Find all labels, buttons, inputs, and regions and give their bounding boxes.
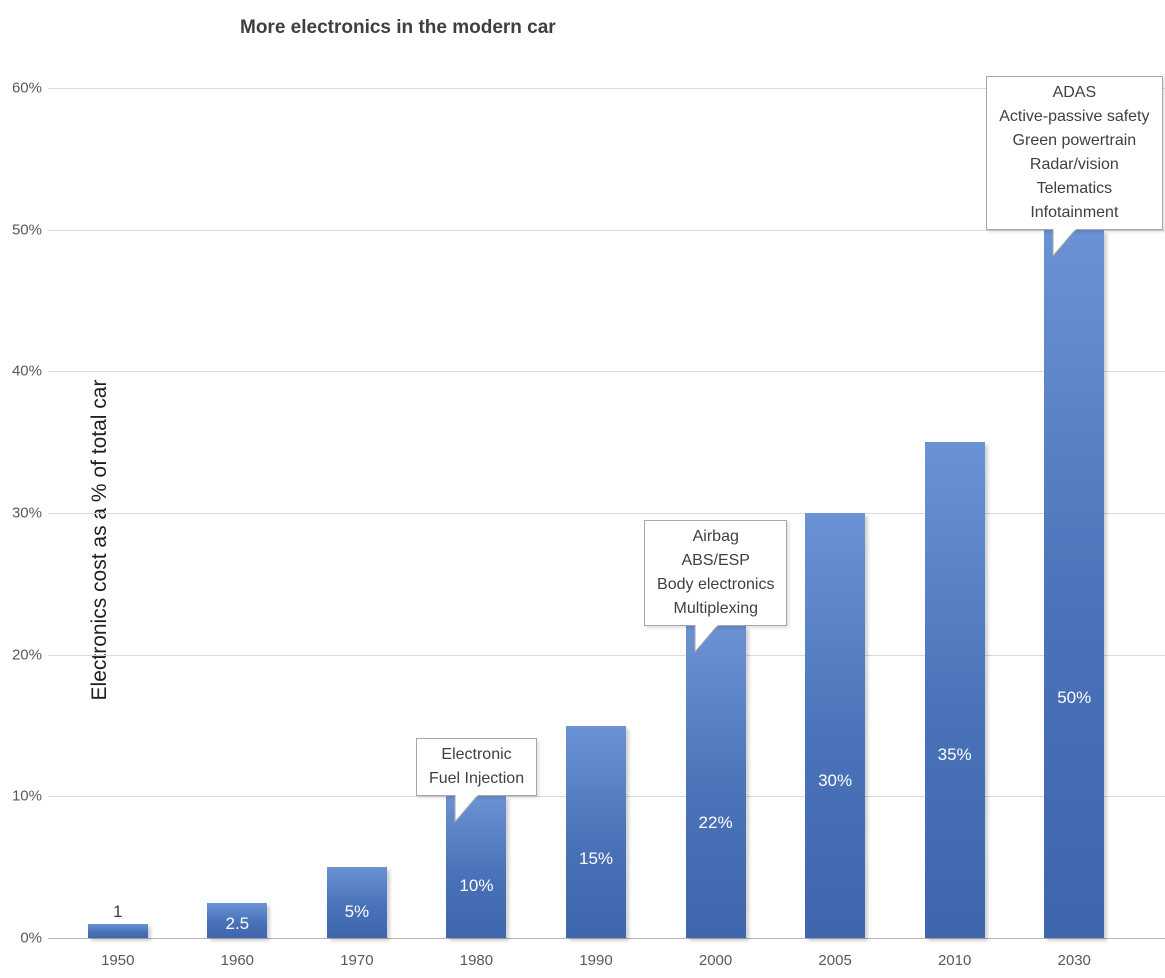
- annotation-line: Electronic: [441, 746, 512, 764]
- annotation-line: Infotainment: [1030, 203, 1119, 221]
- annotation-line: Green powertrain: [1012, 131, 1137, 149]
- gridline: [48, 513, 1165, 514]
- annotation-line: Airbag: [692, 528, 739, 546]
- annotation-line: Radar/vision: [1029, 155, 1119, 173]
- y-axis-title: Electronics cost as a % of total car: [88, 379, 111, 701]
- callout-pointer: [454, 794, 480, 830]
- x-tick-label: 1950: [101, 952, 135, 969]
- bar-1950: [87, 923, 148, 938]
- x-tick-label: 2030: [1057, 952, 1091, 969]
- annotation-line: Multiplexing: [673, 600, 758, 618]
- annotation-line: Fuel Injection: [428, 770, 525, 788]
- callout-pointer: [1052, 228, 1078, 264]
- x-tick-label: 2000: [698, 952, 733, 969]
- bar-value-label: 35%: [937, 744, 972, 764]
- y-tick-label: 20%: [11, 646, 42, 664]
- x-tick-label: 1980: [459, 952, 494, 969]
- y-tick-label: 40%: [11, 362, 42, 380]
- annotation-callout: Airbag ABS/ESP Body electronics Multiplexin…: [644, 520, 788, 627]
- bar-value-label: 1: [113, 901, 123, 921]
- bar-value-label: 22%: [698, 812, 733, 832]
- bar-value-label: 10%: [459, 875, 494, 895]
- x-tick-label: 1990: [579, 952, 613, 969]
- bar-value-label: 50%: [1057, 688, 1092, 707]
- x-tick-label: 1960: [220, 952, 255, 969]
- bar-value-label: 5%: [344, 901, 370, 921]
- y-tick-label: 0%: [20, 929, 42, 947]
- gridline: [48, 371, 1165, 373]
- x-tick-label: 2010: [937, 952, 972, 969]
- chart-title: More electronics in the modern car: [240, 17, 556, 38]
- annotation-line: ABS/ESP: [681, 552, 750, 570]
- bar-value-label: 2.5: [225, 914, 250, 933]
- x-axis-line: [48, 938, 1165, 939]
- bar-2005: [805, 513, 866, 938]
- annotation-line: Telematics: [1036, 179, 1113, 197]
- y-tick-label: 60%: [11, 79, 42, 97]
- annotation-callout: Electronic Fuel Injection: [415, 738, 538, 797]
- y-tick-label: 30%: [11, 504, 42, 522]
- y-tick-label: 10%: [11, 787, 42, 805]
- bar-1990: [566, 725, 626, 938]
- bar-2010: [924, 442, 985, 938]
- bar-1970: [326, 867, 387, 938]
- y-tick-label: 50%: [11, 221, 42, 239]
- bar-2000: [685, 626, 746, 938]
- bar-2030: [1044, 229, 1105, 938]
- gridline: [48, 88, 1165, 89]
- annotation-line: Body electronics: [657, 576, 775, 594]
- gridline: [48, 654, 1165, 656]
- annotation-callout: ADAS Active-passive safety Green powertrai…: [986, 75, 1163, 230]
- bar-1960: [207, 902, 268, 938]
- annotation-line: ADAS: [1052, 83, 1097, 101]
- bar-value-label: 30%: [818, 770, 853, 790]
- x-tick-label: 1970: [340, 952, 374, 969]
- bar-value-label: 15%: [578, 849, 614, 869]
- gridline: [48, 229, 1165, 231]
- annotation-line: Active-passive safety: [999, 107, 1150, 125]
- callout-pointer: [694, 624, 720, 660]
- x-tick-label: 2005: [818, 952, 852, 969]
